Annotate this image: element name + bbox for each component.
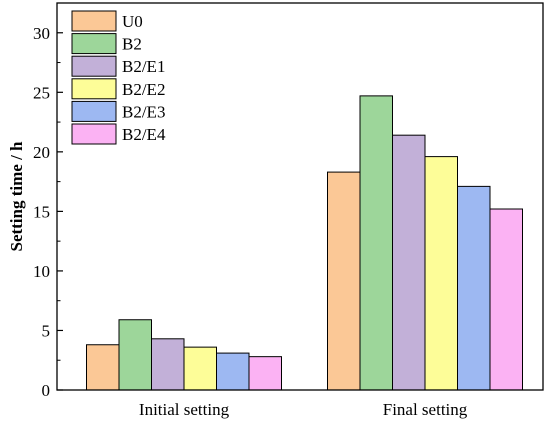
x-axis: Initial setting Final setting [139, 400, 468, 419]
y-tick-label: 5 [42, 321, 51, 340]
bar-b2-e3-initial [216, 352, 250, 391]
legend-label: B2/E1 [122, 57, 165, 76]
plot-marks [86, 95, 523, 391]
legend-label: B2/E2 [122, 80, 165, 99]
y-tick-label: 20 [33, 143, 50, 162]
y-tick-label: 30 [33, 24, 50, 43]
legend-swatch [71, 10, 117, 32]
x-tick-label: Final setting [383, 400, 468, 419]
legend-swatch [71, 33, 117, 55]
y-axis-label: Setting time / h [7, 141, 26, 252]
plot-frame [56, 2, 544, 391]
y-tick-label: 0 [42, 381, 51, 400]
legend-swatch [71, 78, 117, 100]
legend-label: B2/E3 [122, 102, 165, 121]
bar-b2-e4-initial [248, 356, 282, 391]
bar-b2-e4-final [489, 208, 523, 391]
y-tick-label: 25 [33, 83, 50, 102]
legend-swatch [71, 123, 117, 145]
y-tick-label: 15 [33, 202, 50, 221]
legend-swatch [71, 55, 117, 77]
bar-b2-e3-final [457, 185, 491, 391]
legend-swatch [71, 100, 117, 122]
bar-b2-e2-initial [183, 346, 217, 391]
bar-b2-e1-final [392, 134, 426, 391]
x-tick-label: Initial setting [139, 400, 230, 419]
legend-label: B2/E4 [122, 125, 166, 144]
bar-b2-initial [118, 319, 152, 391]
legend: U0 B2 B2/E1 B2/E2 B2/E3 B2/E4 [71, 10, 166, 145]
legend-label: U0 [122, 12, 143, 31]
bar-b2-e1-initial [151, 338, 185, 391]
bar-b2-final [359, 95, 393, 391]
bar-b2-e2-final [424, 156, 458, 391]
y-axis: 0 5 10 15 20 25 30 [33, 24, 63, 400]
bar-u0-initial [86, 344, 120, 391]
legend-label: B2 [122, 35, 142, 54]
y-tick-label: 10 [33, 262, 50, 281]
bar-u0-final [327, 171, 361, 391]
